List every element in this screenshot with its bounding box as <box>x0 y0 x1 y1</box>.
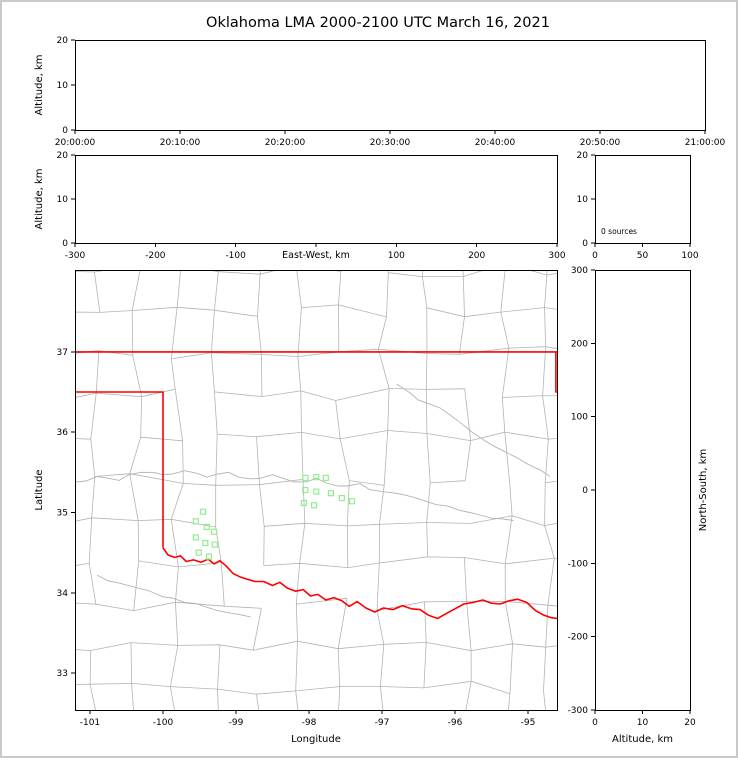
state-border-line <box>162 547 557 620</box>
north-south-tick-label: 100 <box>571 413 588 423</box>
source-point <box>311 502 318 509</box>
state-border-line <box>75 391 164 548</box>
north-south-tick-label: -200 <box>568 633 589 643</box>
x-axis-label-longitude: Longitude <box>291 734 341 745</box>
north-south-tick-label: 300 <box>571 266 588 276</box>
ns-height-panel: 0 10 20 -300 -200 -100 0 100 200 300 Altitude, km N… <box>568 266 709 745</box>
hist-y-tick-label: 0 <box>582 239 588 249</box>
altitude-tick-label: 0 <box>592 718 598 728</box>
time-tick-label: 20:10:00 <box>160 138 201 148</box>
longitude-tick-label: -95 <box>521 718 536 728</box>
time-tick-label: 20:50:00 <box>580 138 621 148</box>
panel-frame <box>75 40 706 131</box>
longitude-tick-label: -101 <box>80 718 100 728</box>
panel-frame <box>75 155 558 244</box>
altitude-tick-label: 10 <box>57 195 69 205</box>
panel-frame <box>75 270 558 711</box>
county-boundaries <box>75 270 557 710</box>
altitude-tick-label: 20 <box>57 151 69 161</box>
river-line <box>97 574 251 618</box>
latitude-tick-label: 37 <box>57 348 68 358</box>
time-tick-label: 20:20:00 <box>265 138 306 148</box>
altitude-tick-label: 0 <box>62 126 68 136</box>
source-point <box>300 499 307 506</box>
x-axis-label-east-west: East-West, km <box>282 250 350 261</box>
x-axis-label-altitude: Altitude, km <box>612 734 673 745</box>
source-point <box>192 534 199 541</box>
longitude-tick-label: -96 <box>448 718 463 728</box>
longitude-tick-label: -99 <box>229 718 244 728</box>
plan-view-panel: -101 -100 -99 -98 -97 -96 -95 33 34 35 36 37 Longitu… <box>34 270 558 745</box>
latitude-tick-label: 33 <box>57 669 68 679</box>
source-point <box>302 474 309 482</box>
source-point <box>313 488 320 495</box>
ew-tick-label: 200 <box>468 251 485 261</box>
ew-tick-label: 100 <box>388 251 405 261</box>
figure-title: Oklahoma LMA 2000-2100 UTC March 16, 202… <box>206 15 550 31</box>
north-south-tick-label: -100 <box>568 559 589 569</box>
north-south-tick-label: 200 <box>571 339 588 349</box>
y-axis-label-latitude: Latitude <box>34 469 45 510</box>
y-axis-label-altitude: Altitude, km <box>34 169 45 230</box>
source-point <box>210 528 218 535</box>
hist-y-tick-label: 10 <box>577 195 589 205</box>
latitude-tick-label: 34 <box>57 589 69 599</box>
source-point <box>203 523 210 531</box>
state-border-line <box>555 351 557 393</box>
source-point <box>211 541 218 548</box>
ew-tick-label: -100 <box>225 251 246 261</box>
y-axis-label-north-south: North-South, km <box>698 449 709 532</box>
source-point <box>348 498 356 505</box>
time-tick-label: 20:30:00 <box>370 138 411 148</box>
ew-tick-label: -200 <box>145 251 166 261</box>
sources-count-annotation: 0 sources <box>601 227 637 236</box>
longitude-tick-label: -100 <box>153 718 174 728</box>
ew-tick-label: 300 <box>548 251 565 261</box>
altitude-tick-label: 10 <box>637 718 649 728</box>
river-line <box>396 383 551 477</box>
source-point <box>313 474 320 481</box>
longitude-tick-label: -97 <box>375 718 390 728</box>
altitude-tick-label: 10 <box>57 81 69 91</box>
hist-x-tick-label: 50 <box>637 251 649 261</box>
source-point <box>200 508 207 515</box>
panel-frame <box>595 270 691 711</box>
ew-tick-label: -300 <box>65 251 86 261</box>
latitude-tick-label: 35 <box>57 508 68 518</box>
source-point <box>338 494 345 502</box>
source-point <box>322 474 329 482</box>
source-point <box>202 539 209 547</box>
ew-height-panel: -300 -200 -100 100 200 300 East-West, km 0 10 20 A… <box>34 151 566 261</box>
source-point <box>192 518 199 525</box>
latitude-tick-label: 36 <box>57 428 69 438</box>
source-point <box>205 553 213 560</box>
source-point <box>302 486 309 494</box>
source-point <box>327 490 334 497</box>
time-height-panel: 20:00:00 20:10:00 20:20:00 20:30:00 20:40:00… <box>34 36 725 148</box>
hist-x-tick-label: 100 <box>681 251 698 261</box>
y-axis-label-altitude: Altitude, km <box>34 55 45 116</box>
hist-y-tick-label: 20 <box>577 151 589 161</box>
panels: 20:00:00 20:10:00 20:20:00 20:30:00 20:40:00… <box>34 36 725 745</box>
altitude-histogram-panel: 0 50 100 0 10 20 0 sources <box>577 151 699 261</box>
north-south-tick-label: -300 <box>568 706 589 716</box>
river-line <box>75 470 514 521</box>
time-tick-label: 20:00:00 <box>55 138 96 148</box>
altitude-tick-label: 20 <box>684 718 696 728</box>
panel-frame <box>595 155 691 244</box>
altitude-tick-label: 0 <box>62 239 68 249</box>
time-tick-label: 21:00:00 <box>685 138 726 148</box>
north-south-tick-label: 0 <box>582 486 588 496</box>
altitude-tick-label: 20 <box>57 36 69 46</box>
time-tick-label: 20:40:00 <box>475 138 516 148</box>
hist-x-tick-label: 0 <box>592 251 598 261</box>
source-point <box>195 549 202 556</box>
longitude-tick-label: -98 <box>302 718 317 728</box>
